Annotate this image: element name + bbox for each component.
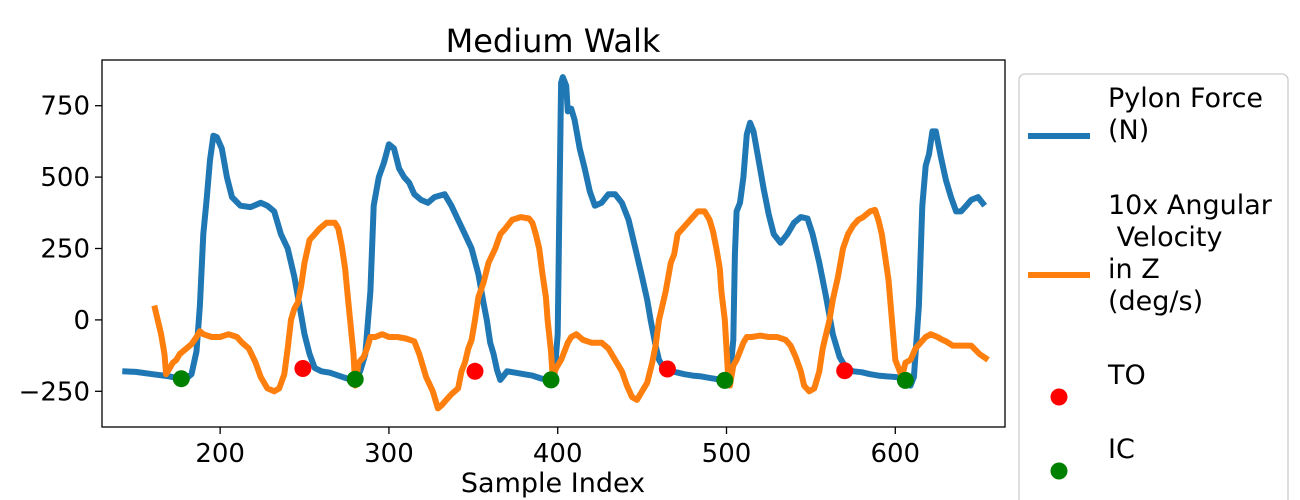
legend: Pylon Force (N) 10x Angular Velocity in Z (d… [1018,73,1289,500]
legend-label-10x-angular: 10x Angular Velocity in Z (deg/s) [1108,190,1273,317]
x-axis-label: Sample Index [461,468,645,499]
plot-area [122,74,990,412]
x-tick-label-200: 200 [195,439,245,469]
y-tick-label--250: −250 [19,377,90,407]
marker-ic-5 [896,371,914,389]
marker-to-3 [658,360,676,378]
legend-swatch-to [1050,388,1068,406]
marker-ic-4 [716,371,734,389]
y-tick-label-500: 500 [40,163,90,193]
chart-title: Medium Walk [446,22,661,60]
marker-to-4 [836,362,854,380]
legend-frame [1018,73,1289,500]
marker-to-1 [294,360,312,377]
marker-to-2 [466,362,484,380]
y-tick-label-0: 0 [73,306,90,336]
marker-ic-2 [346,370,364,388]
legend-label-pylon-force: Pylon Force (N) [1108,83,1263,146]
legend-label-ic: IC [1108,434,1135,465]
marker-ic-1 [172,370,190,388]
series-line-pylon-force [122,74,988,389]
legend-swatch-ic [1050,462,1068,480]
series-line-10x-angular [151,206,990,412]
x-tick-label-600: 600 [870,439,920,469]
axis-ticks: 200 300 400 500 600 −250 0 250 500 750 [19,92,921,469]
x-tick-label-500: 500 [702,439,752,469]
x-tick-label-300: 300 [364,439,414,469]
legend-label-to: TO [1107,360,1146,391]
marker-ic-3 [542,371,560,389]
y-tick-label-750: 750 [40,92,90,122]
x-tick-label-400: 400 [533,439,583,469]
axes-frame [101,59,1006,428]
y-tick-label-250: 250 [40,234,90,264]
